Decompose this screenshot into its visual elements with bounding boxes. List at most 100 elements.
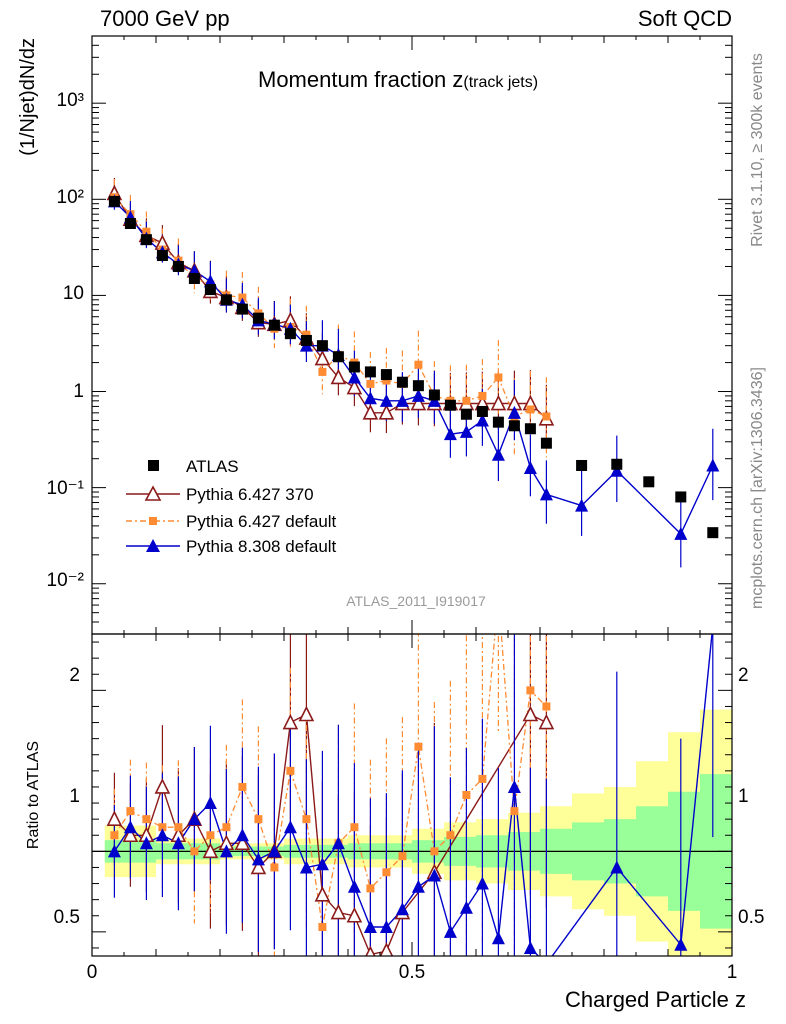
main-point-pythia8	[459, 424, 473, 438]
ratio-point-pythia6-default	[382, 868, 391, 877]
main-point-pythia6-default	[494, 373, 503, 382]
ratio-point-pythia8	[123, 820, 137, 834]
legend-marker-pythia6-default	[149, 517, 157, 525]
mcplots-label: mcplots.cern.ch [arXiv:1306.3436]	[749, 367, 766, 609]
ratio-point-pythia6-default	[542, 702, 551, 711]
main-point-pythia8	[363, 391, 377, 405]
ratio-y-tick-label-05-left: 0.5	[54, 907, 80, 928]
ratio-point-pythia6-default	[302, 815, 311, 824]
legend-entry-atlas: ATLAS	[148, 457, 239, 476]
main-point-atlas	[284, 328, 296, 340]
ratio-point-pythia6-370	[122, 826, 139, 843]
main-point-pythia6-default	[526, 405, 535, 414]
ratio-point-pythia6-default	[414, 742, 423, 751]
main-point-atlas	[300, 334, 312, 346]
ratio-point-pythia6-370	[202, 842, 219, 859]
x-axis-label: Charged Particle z	[565, 987, 746, 1012]
main-point-pythia6-370	[314, 349, 331, 366]
main-point-pythia6-370	[346, 378, 363, 395]
ratio-point-pythia8	[171, 836, 185, 850]
ratio-point-pythia6-default	[286, 766, 295, 775]
ratio-point-pythia6-default	[158, 823, 167, 832]
y-tick-label-1: 1	[73, 381, 84, 402]
y-tick-label-1e-2: 10⁻²	[47, 570, 85, 591]
ratio-point-pythia6-370	[538, 713, 555, 730]
process-label: Soft QCD	[638, 6, 732, 31]
main-line-pythia6-370	[113, 193, 547, 420]
ratio-point-pythia8	[283, 820, 297, 834]
ratio-point-pythia6-370	[522, 705, 539, 722]
main-point-atlas	[675, 491, 687, 503]
main-point-atlas	[576, 459, 588, 471]
ratio-point-pythia6-default	[190, 847, 199, 856]
ratio-point-pythia8	[411, 879, 425, 893]
legend-entry-pythia8: Pythia 8.308 default	[126, 537, 337, 556]
ratio-point-pythia8	[427, 868, 441, 882]
ratio-point-pythia6-370	[234, 834, 251, 851]
main-point-atlas	[156, 250, 168, 262]
main-point-atlas	[188, 272, 200, 284]
energy-label: 7000 GeV pp	[100, 6, 230, 31]
main-point-atlas	[428, 389, 440, 401]
legend-marker-atlas	[148, 460, 159, 471]
ratio-point-pythia6-default	[462, 791, 471, 799]
main-point-atlas	[140, 234, 152, 246]
ratio-series-layer	[106, 634, 714, 956]
main-point-atlas	[220, 294, 232, 306]
x-tick-label-0: 0	[87, 962, 98, 983]
ratio-point-pythia8	[315, 857, 329, 871]
ratio-point-pythia6-default	[478, 774, 487, 783]
ratio-point-pythia6-370	[282, 713, 299, 730]
main-point-pythia8	[475, 413, 489, 427]
ratio-point-pythia8	[363, 920, 377, 934]
legend-marker-pythia8	[146, 539, 160, 552]
ratio-point-pythia8	[507, 779, 521, 793]
main-point-atlas	[508, 420, 520, 432]
x-tick-label-05: 0.5	[399, 962, 425, 983]
legend-label-atlas: ATLAS	[186, 457, 239, 476]
main-point-atlas	[396, 376, 408, 388]
main-point-pythia8	[507, 405, 521, 419]
main-point-pythia6-default	[382, 376, 391, 385]
main-point-pythia6-370	[378, 404, 395, 420]
main-line-pythia6-default	[113, 196, 547, 418]
legend-entry-pythia6-default: Pythia 6.427 default	[126, 512, 337, 531]
main-point-pythia6-default	[366, 379, 375, 388]
main-point-pythia8	[539, 487, 553, 501]
legend-label-pythia6-370: Pythia 6.427 370	[186, 485, 314, 504]
main-point-atlas	[348, 361, 360, 373]
main-title: Momentum fraction z(track jets)	[258, 67, 538, 92]
ratio-point-pythia8	[459, 900, 473, 914]
ratio-y-tick-label-05-right: 0.5	[738, 907, 764, 928]
ratio-point-pythia6-370	[314, 886, 331, 902]
legend-entry-pythia6-370: Pythia 6.427 370	[126, 485, 314, 504]
legend-marker-pythia6-370	[144, 485, 162, 501]
main-title-subscript: (track jets)	[463, 74, 538, 91]
ratio-point-pythia6-default	[174, 823, 183, 832]
legend: ATLAS Pythia 6.427 370 Pythia 6.427 defa…	[126, 457, 337, 556]
ratio-point-pythia6-default	[254, 815, 263, 824]
ratio-point-pythia6-370	[250, 858, 267, 875]
ratio-point-pythia6-default	[110, 831, 119, 840]
ratio-point-pythia6-default	[526, 686, 535, 695]
main-ticks-layer	[91, 35, 733, 635]
main-point-atlas	[476, 405, 488, 417]
ratio-point-pythia6-370	[154, 778, 171, 794]
main-point-atlas	[380, 369, 392, 381]
ratio-point-pythia8	[443, 924, 457, 938]
ratio-point-pythia6-default	[142, 815, 151, 824]
legend-label-pythia8: Pythia 8.308 default	[186, 537, 337, 556]
main-point-pythia6-370	[330, 368, 347, 385]
ratio-line-pythia6-370	[113, 713, 547, 956]
main-point-pythia6-default	[302, 330, 311, 339]
y-tick-label-10: 10	[63, 283, 84, 304]
main-point-atlas	[524, 423, 536, 435]
main-series-layer	[106, 177, 720, 568]
main-point-pythia8	[674, 526, 688, 540]
ratio-y-tick-label-2-left: 2	[69, 665, 80, 686]
main-point-atlas	[492, 416, 504, 428]
main-point-pythia6-370	[362, 404, 379, 420]
ratio-point-pythia6-default	[350, 823, 359, 832]
y-tick-label-1e3: 10³	[57, 90, 84, 111]
main-y-axis-label: (1/Njet)dN/dz	[17, 38, 39, 156]
